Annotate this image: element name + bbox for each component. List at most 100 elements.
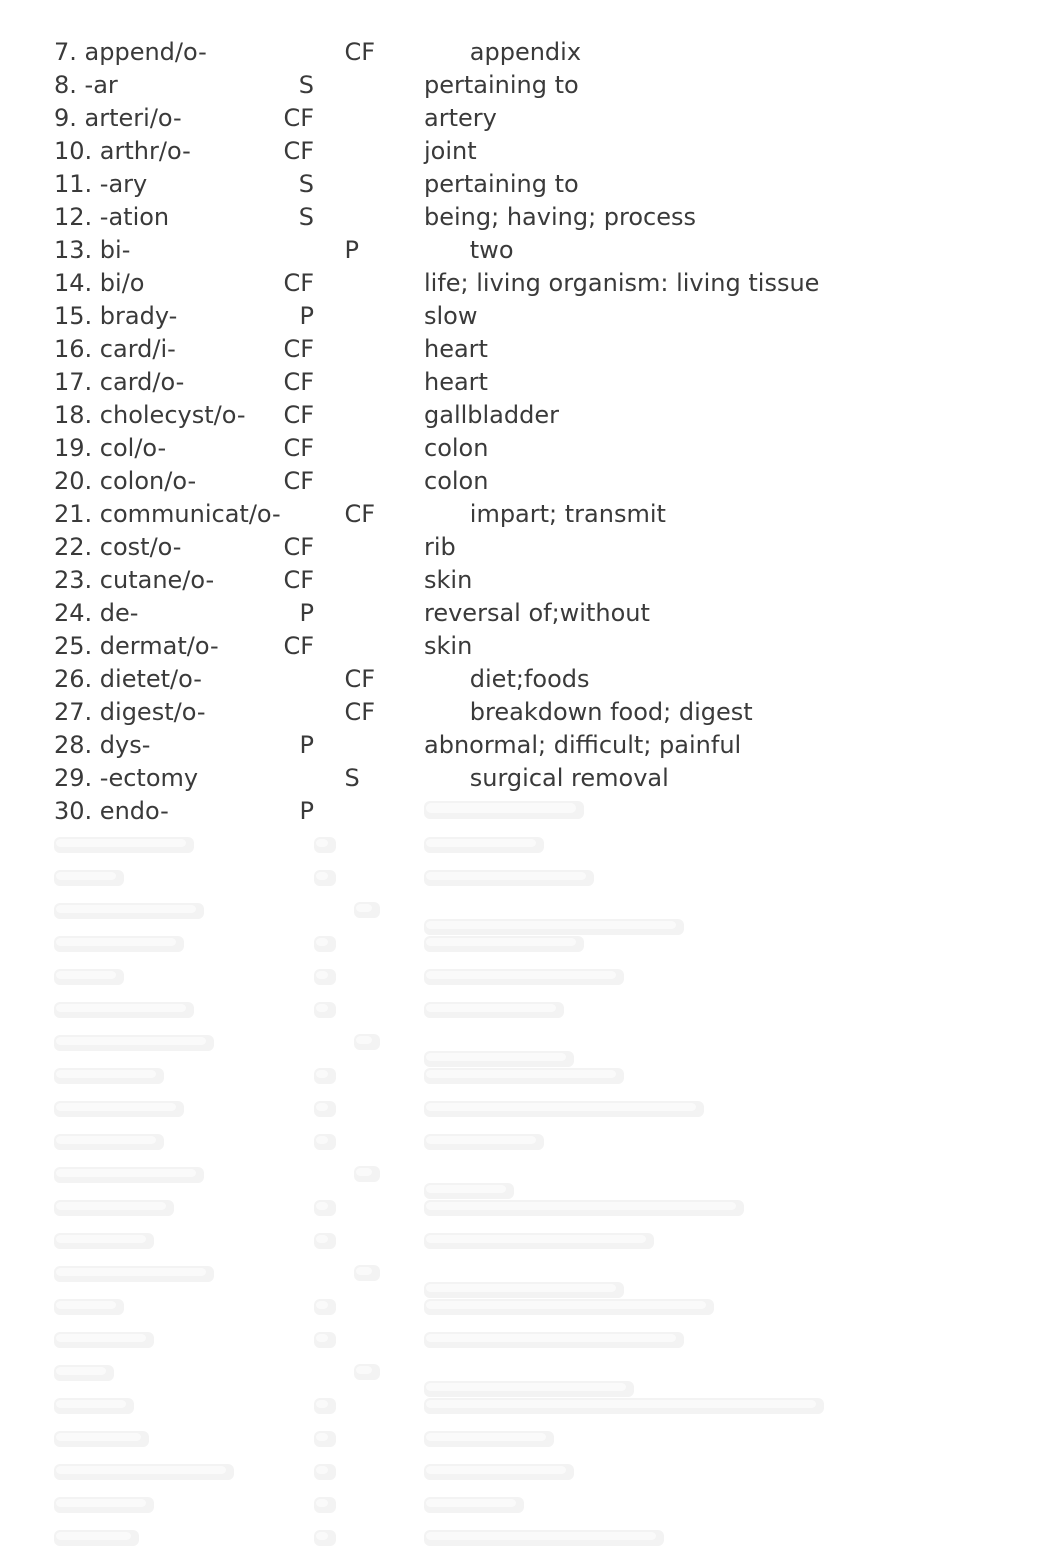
obscured-row [54, 1422, 1062, 1455]
redacted-blob [424, 1101, 704, 1117]
term-cell: 26. dietet/o- [54, 663, 314, 696]
type-inline: CF [283, 432, 314, 465]
obscured-row [54, 960, 1062, 993]
redacted-blob [424, 969, 624, 985]
term-cell: 27. digest/o- [54, 696, 314, 729]
redacted-blob [424, 936, 584, 952]
definition-cell: pertaining to [424, 69, 1062, 102]
table-row: 11. -arySpertaining to [54, 168, 1062, 201]
term-cell: 12. -ationS [54, 201, 314, 234]
table-row: 14. bi/oCF life; living organism: living … [54, 267, 1062, 300]
redacted-blob [424, 801, 584, 819]
definition-cell [424, 795, 1062, 828]
redacted-blob [314, 870, 336, 886]
term-cell: 14. bi/oCF [54, 267, 314, 300]
type-cell [314, 300, 424, 333]
definition-cell: appendix [424, 36, 1062, 69]
redacted-blob [314, 1233, 336, 1249]
obscured-row [54, 1521, 1062, 1554]
table-row: 25. dermat/o-CFskin [54, 630, 1062, 663]
table-row: 20. colon/o-CF colon [54, 465, 1062, 498]
definition-cell: colon [424, 465, 1062, 498]
redacted-blob [314, 1101, 336, 1117]
redacted-blob [54, 1332, 154, 1348]
redacted-blob [314, 1068, 336, 1084]
redacted-blob [54, 1068, 164, 1084]
redacted-blob [424, 1464, 574, 1480]
term-cell: 16. card/i-CF [54, 333, 314, 366]
redacted-blob [424, 1200, 744, 1216]
definition-cell: rib [424, 531, 1062, 564]
redacted-blob [314, 936, 336, 952]
type-inline: CF [283, 399, 314, 432]
redacted-blob [424, 1530, 664, 1546]
definition-cell: artery [424, 102, 1062, 135]
type-cell: CF [314, 498, 424, 531]
type-cell [314, 399, 424, 432]
definition-cell: impart; transmit [424, 498, 1062, 531]
redacted-blob [424, 1068, 624, 1084]
type-cell [314, 564, 424, 597]
table-row: 27. digest/o- CF breakdown food; digest [54, 696, 1062, 729]
type-inline: CF [283, 531, 314, 564]
redacted-blob [424, 1002, 564, 1018]
type-cell: S [314, 762, 424, 795]
type-cell [314, 135, 424, 168]
definition-cell: abnormal; difficult; painful [424, 729, 1062, 762]
redacted-blob [314, 1299, 336, 1315]
redacted-blob [54, 1002, 194, 1018]
table-row: 29. -ectomy S surgical removal [54, 762, 1062, 795]
redacted-blob [54, 1497, 154, 1513]
table-row: 26. dietet/o- CF diet;foods [54, 663, 1062, 696]
table-row: 8. -arSpertaining to [54, 69, 1062, 102]
obscured-row [54, 1026, 1062, 1059]
obscured-row [54, 1488, 1062, 1521]
definition-cell: life; living organism: living tissue [424, 267, 1062, 300]
redacted-blob [354, 1166, 380, 1182]
type-inline: CF [283, 366, 314, 399]
definition-cell: heart [424, 366, 1062, 399]
definition-cell: diet;foods [424, 663, 1062, 696]
redacted-blob [54, 903, 204, 919]
redacted-blob [314, 1464, 336, 1480]
table-row: 18. cholecyst/o-CFgallbladder [54, 399, 1062, 432]
redacted-blob [314, 1200, 336, 1216]
redacted-blob [54, 837, 194, 853]
table-row: 17. card/o-CFheart [54, 366, 1062, 399]
term-cell: 20. colon/o-CF [54, 465, 314, 498]
table-row: 16. card/i-CFheart [54, 333, 1062, 366]
table-row: 30. endo-P [54, 795, 1062, 828]
redacted-blob [424, 1183, 514, 1199]
redacted-blob [314, 1134, 336, 1150]
type-cell [314, 729, 424, 762]
redacted-blob [54, 870, 124, 886]
redacted-blob [354, 1034, 380, 1050]
redacted-blob [54, 1035, 214, 1051]
table-row: 15. brady-Pslow [54, 300, 1062, 333]
type-cell [314, 201, 424, 234]
type-inline: CF [283, 102, 314, 135]
definition-cell: reversal of;without [424, 597, 1062, 630]
redacted-blob [314, 1530, 336, 1546]
redacted-blob [54, 1431, 149, 1447]
redacted-blob [424, 837, 544, 853]
redacted-blob [424, 1332, 684, 1348]
redacted-blob [54, 936, 184, 952]
definition-cell: joint [424, 135, 1062, 168]
term-cell: 22. cost/o-CF [54, 531, 314, 564]
type-inline: S [299, 168, 314, 201]
obscured-row [54, 1257, 1062, 1290]
redacted-blob [424, 1299, 714, 1315]
type-cell [314, 432, 424, 465]
term-cell: 23. cutane/o-CF [54, 564, 314, 597]
redacted-blob [54, 969, 124, 985]
table-row: 21. communicat/o- CF impart; transmit [54, 498, 1062, 531]
type-cell [314, 267, 424, 300]
redacted-blob [314, 837, 336, 853]
term-cell: 28. dys-P [54, 729, 314, 762]
type-inline: CF [283, 333, 314, 366]
redacted-blob [314, 1431, 336, 1447]
redacted-blob [424, 1233, 654, 1249]
type-cell [314, 168, 424, 201]
definition-cell: slow [424, 300, 1062, 333]
